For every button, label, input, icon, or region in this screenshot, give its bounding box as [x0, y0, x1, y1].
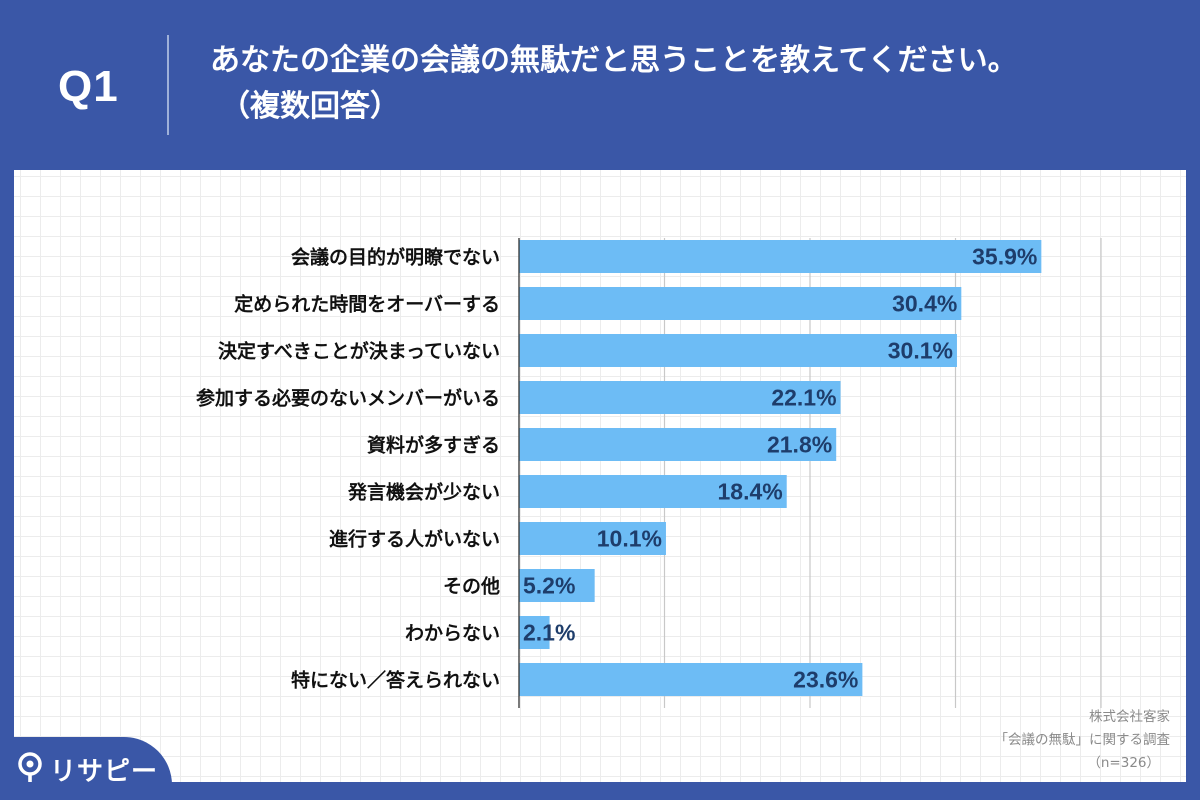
- question-header: Q1 あなたの企業の会議の無駄だと思うことを教えてください。 （複数回答）: [0, 0, 1200, 165]
- bar-8: [519, 616, 550, 649]
- category-label: わからない: [405, 623, 500, 645]
- value-label: 5.2%: [523, 573, 575, 599]
- bar-6: [519, 522, 666, 555]
- bar-3: [519, 381, 841, 414]
- header-divider: [167, 35, 169, 135]
- question-subtitle: （複数回答）: [220, 89, 400, 124]
- question-text: あなたの企業の会議の無駄だと思うことを教えてください。: [210, 43, 1018, 78]
- bar-5: [519, 475, 787, 508]
- category-label: 発言機会が少ない: [347, 481, 500, 504]
- location-pin-icon: [18, 752, 42, 782]
- category-label: 参加する必要のないメンバーがいる: [196, 387, 500, 410]
- category-label: 決定すべきことが決まっていない: [218, 340, 500, 363]
- bar-7: [519, 569, 595, 602]
- source-survey: 「会議の無駄」に関する調査: [994, 732, 1171, 748]
- bar-4: [519, 428, 837, 461]
- logo-tab: [0, 737, 172, 800]
- value-label: 22.1%: [771, 385, 836, 411]
- logo-text: リサピー: [50, 756, 159, 787]
- bar-2: [519, 334, 957, 367]
- bar-9: [519, 663, 863, 696]
- value-label: 30.1%: [888, 338, 953, 364]
- category-label: 資料が多すぎる: [367, 434, 500, 457]
- bar-chart: 会議の目的が明瞭でない 35.9% 定められた時間をオーバーする 30.4% 決定すべき…: [196, 238, 1102, 708]
- chart-panel: 会議の目的が明瞭でない 35.9% 定められた時間をオーバーする 30.4% 決定すべき…: [14, 170, 1186, 782]
- value-label: 2.1%: [523, 620, 575, 646]
- value-label: 10.1%: [597, 526, 662, 552]
- value-label: 21.8%: [767, 432, 832, 458]
- bar-1: [519, 287, 962, 320]
- source-note: 株式会社客家 「会議の無駄」に関する調査 （n=326）: [995, 706, 1171, 775]
- question-title: あなたの企業の会議の無駄だと思うことを教えてください。 （複数回答）: [210, 38, 1170, 130]
- category-label: 定められた時間をオーバーする: [234, 293, 500, 316]
- source-company: 株式会社客家: [1089, 709, 1170, 725]
- value-label: 30.4%: [892, 291, 957, 317]
- category-label: 進行する人がいない: [329, 528, 500, 551]
- question-number: Q1: [58, 62, 119, 111]
- value-label: 18.4%: [718, 479, 783, 505]
- risapy-logo: リサピー: [16, 752, 159, 787]
- category-label: その他: [443, 575, 500, 598]
- category-label: 会議の目的が明瞭でない: [291, 246, 500, 269]
- sample-size: （n=326）: [1087, 755, 1160, 771]
- value-label: 23.6%: [793, 667, 858, 693]
- bar-0: [519, 240, 1042, 273]
- category-label: 特にない／答えられない: [291, 669, 500, 692]
- value-label: 35.9%: [972, 244, 1037, 270]
